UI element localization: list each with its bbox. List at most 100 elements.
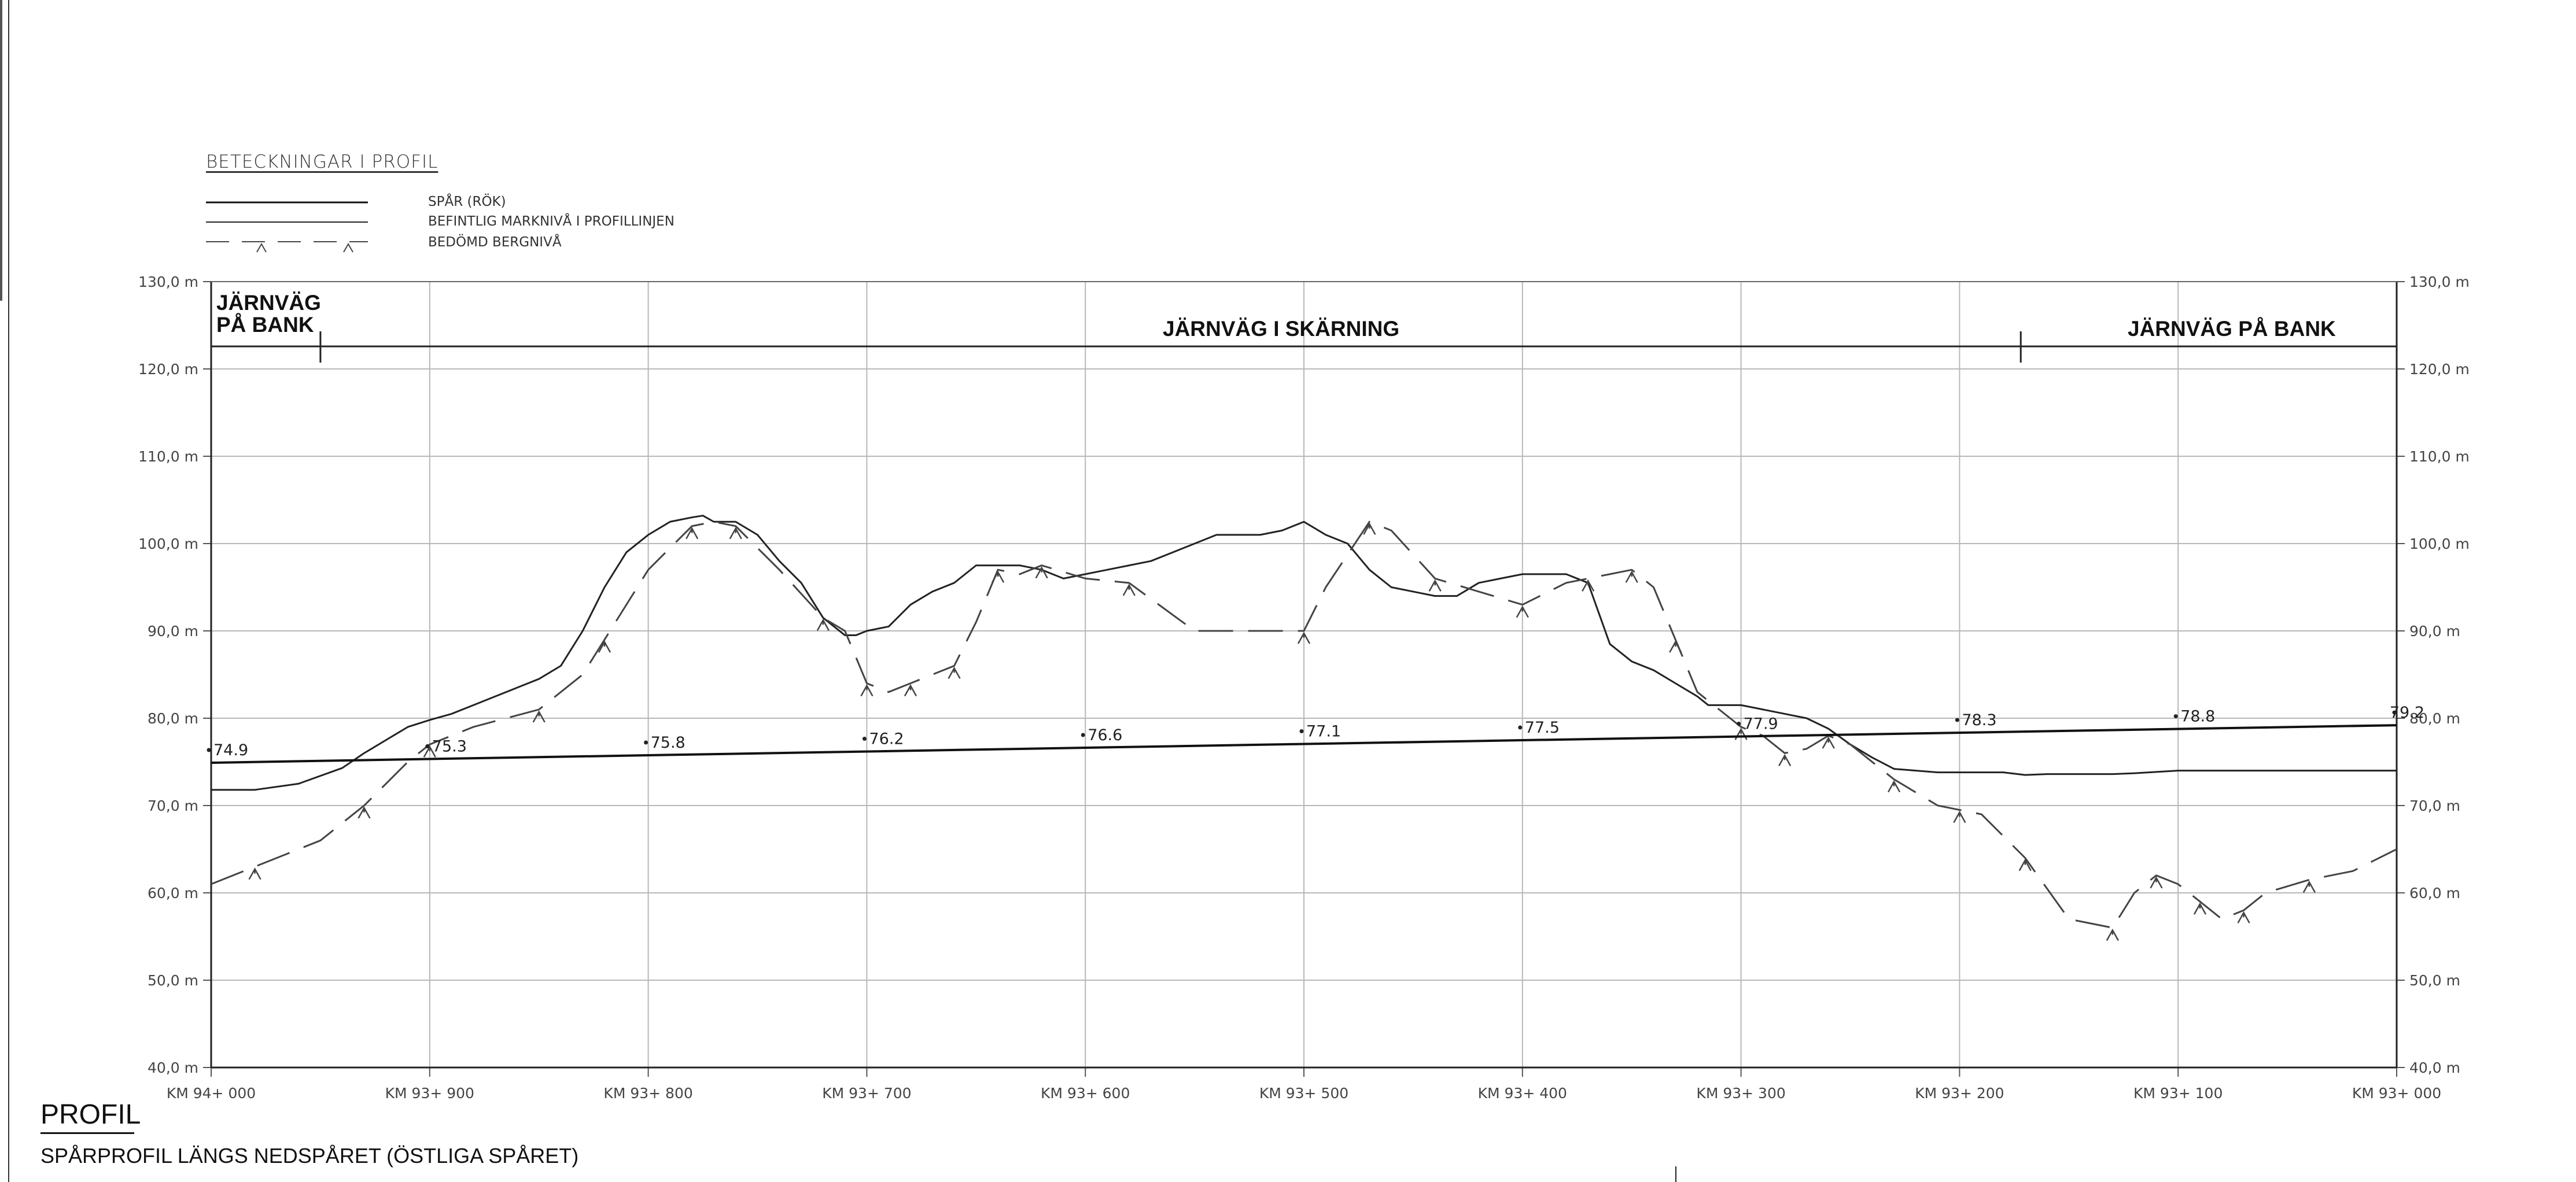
bedrock-hatch-mark xyxy=(1297,631,1311,644)
y-tick-label-right: 110,0 m xyxy=(2409,448,2470,465)
track-label-marker xyxy=(644,740,648,745)
zone-left-label: JÄRNVÄG PÅ BANK xyxy=(216,292,321,336)
series-bedrock-level xyxy=(211,520,2397,929)
track-elevation-label: 74.9 xyxy=(213,741,248,759)
bedrock-hatch-mark xyxy=(1516,605,1529,618)
bedrock-hatch-mark xyxy=(1669,640,1682,653)
bedrock-hatch-mark xyxy=(248,867,261,880)
y-tick-label-left: 80,0 m xyxy=(148,710,198,727)
bedrock-hatch-mark xyxy=(1122,583,1136,596)
y-tick-label-right: 130,0 m xyxy=(2409,274,2470,290)
profile-title-underline xyxy=(40,1132,134,1134)
bedrock-hatch-mark xyxy=(1363,522,1376,535)
legend-title: BETECKNINGAR I PROFIL xyxy=(206,152,438,172)
bedrock-hatch-mark xyxy=(2150,876,2163,889)
track-label-marker xyxy=(2173,714,2178,719)
x-tick-label: KM 93+ 200 xyxy=(1915,1085,2004,1102)
track-elevation-label: 75.3 xyxy=(432,738,467,756)
track-label-marker xyxy=(207,748,211,752)
profile-title: PROFIL xyxy=(40,1099,141,1130)
bedrock-hatch-mark xyxy=(358,806,371,819)
x-tick-label: KM 93+ 600 xyxy=(1041,1085,1130,1102)
track-elevation-label: 77.9 xyxy=(1744,715,1778,733)
bedrock-hatch-mark xyxy=(729,527,742,540)
bedrock-hatch-mark xyxy=(904,684,917,697)
bedrock-hatch-mark xyxy=(532,710,546,723)
profile-subtitle: SPÅRPROFIL LÄNGS NEDSPÅRET (ÖSTLIGA SPÅR… xyxy=(40,1144,579,1168)
y-tick-label-right: 100,0 m xyxy=(2409,535,2470,552)
bedrock-hatch-mark xyxy=(1035,566,1048,579)
track-elevation-label: 78.8 xyxy=(2180,708,2215,726)
legend-label-ground: BEFINTLIG MARKNIVÅ I PROFILLINJEN xyxy=(428,214,675,229)
y-tick-label-right: 40,0 m xyxy=(2409,1059,2460,1076)
bedrock-hatch-mark xyxy=(1582,579,1595,592)
x-tick-label: KM 93+ 500 xyxy=(1259,1085,1348,1102)
y-tick-label-left: 70,0 m xyxy=(148,797,198,814)
drawing-frame-edge xyxy=(8,0,9,1182)
y-tick-label-left: 40,0 m xyxy=(148,1059,198,1076)
drawing-frame-mark xyxy=(0,0,2,301)
y-tick-label-left: 130,0 m xyxy=(138,274,198,290)
track-elevation-label: 75.8 xyxy=(651,734,686,752)
legend-solid-thick-sample xyxy=(206,201,368,204)
bedrock-hatch-mark xyxy=(991,570,1005,583)
track-label-marker xyxy=(1518,725,1523,730)
track-label-marker xyxy=(1737,722,1741,726)
y-tick-label-right: 120,0 m xyxy=(2409,361,2470,378)
sheet-division-mark xyxy=(1675,1166,1676,1182)
x-tick-label: KM 93+ 900 xyxy=(385,1085,474,1102)
track-elevation-label: 77.5 xyxy=(1525,719,1560,737)
track-label-marker xyxy=(425,744,430,749)
track-elevation-label: 76.2 xyxy=(869,730,904,748)
x-tick-label: KM 93+ 400 xyxy=(1478,1085,1567,1102)
x-tick-label: KM 93+ 300 xyxy=(1696,1085,1785,1102)
track-elevation-label: 76.6 xyxy=(1088,726,1122,744)
track-elevation-label: 79.2 xyxy=(2390,704,2424,722)
y-tick-label-right: 90,0 m xyxy=(2409,623,2460,640)
bedrock-hatch-mark xyxy=(1625,570,1638,583)
x-tick-label: KM 93+ 000 xyxy=(2352,1085,2441,1102)
bedrock-hatch-mark xyxy=(2018,859,2032,871)
bedrock-hatch-mark xyxy=(1778,753,1792,767)
bedrock-hatch-mark xyxy=(423,745,436,758)
legend-solid-thin-sample xyxy=(206,221,368,223)
x-tick-label: KM 93+ 800 xyxy=(603,1085,692,1102)
y-tick-label-left: 100,0 m xyxy=(138,535,198,552)
y-tick-label-left: 120,0 m xyxy=(138,361,198,378)
zone-right-label: JÄRNVÄG PÅ BANK xyxy=(2128,317,2336,341)
zone-left-line-1: JÄRNVÄG xyxy=(216,291,321,315)
bedrock-hatch-mark xyxy=(816,618,830,631)
legend-dashed-hatch-sample xyxy=(206,241,368,253)
series-ground-level xyxy=(211,515,2397,791)
zone-left-line-2: PÅ BANK xyxy=(216,313,314,337)
bedrock-hatch-mark xyxy=(598,640,611,653)
bedrock-hatch-mark xyxy=(948,666,961,679)
y-tick-label-right: 80,0 m xyxy=(2409,710,2460,727)
bedrock-hatch-mark xyxy=(2193,902,2207,915)
bedrock-hatch-mark xyxy=(686,527,699,540)
track-elevation-label: 77.1 xyxy=(1306,723,1341,741)
legend-label-track: SPÅR (RÖK) xyxy=(428,194,506,209)
bedrock-hatch-mark xyxy=(1887,780,1901,793)
track-label-marker xyxy=(1955,718,1959,722)
bedrock-hatch-mark xyxy=(860,684,874,697)
bedrock-hatch-mark xyxy=(1428,579,1442,592)
bedrock-hatch-mark xyxy=(1822,736,1835,749)
track-elevation-label: 78.3 xyxy=(1962,711,1996,729)
y-tick-label-left: 60,0 m xyxy=(148,885,198,902)
x-tick-label: KM 93+ 100 xyxy=(2133,1085,2223,1102)
bedrock-hatch-mark xyxy=(2237,911,2250,924)
x-tick-label: KM 94+ 000 xyxy=(167,1085,256,1102)
series-track xyxy=(211,724,2397,764)
track-label-marker xyxy=(2392,710,2397,715)
y-tick-label-right: 60,0 m xyxy=(2409,885,2460,902)
bedrock-hatch-mark xyxy=(2302,880,2316,893)
y-tick-label-left: 110,0 m xyxy=(138,448,198,465)
zone-middle-label: JÄRNVÄG I SKÄRNING xyxy=(1163,317,1400,341)
y-tick-label-right: 50,0 m xyxy=(2409,972,2460,989)
bedrock-hatch-mark xyxy=(1953,810,1966,823)
track-label-marker xyxy=(862,737,867,741)
y-tick-label-left: 50,0 m xyxy=(148,972,198,989)
track-label-marker xyxy=(1081,733,1085,737)
